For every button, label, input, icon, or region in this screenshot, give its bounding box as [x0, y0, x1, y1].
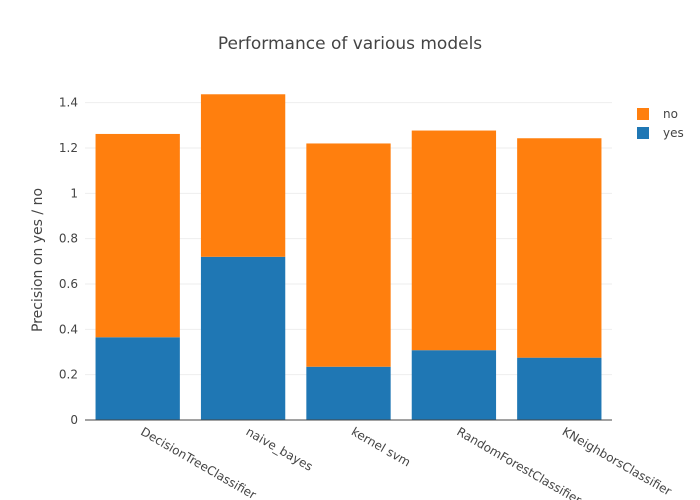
- y-tick-label: 0.4: [59, 322, 78, 336]
- bar-no-3[interactable]: [411, 130, 497, 351]
- legend-swatch-yes[interactable]: [637, 127, 649, 139]
- bar-no-2[interactable]: [306, 143, 391, 367]
- y-tick-label: 0.6: [59, 277, 78, 291]
- bar-no-0[interactable]: [95, 133, 180, 338]
- x-tick-label: KNeighborsClassifier: [560, 424, 674, 498]
- bars: [95, 94, 602, 420]
- y-tick-label: 0.8: [59, 232, 78, 246]
- y-tick-label: 0: [70, 413, 78, 427]
- bar-no-1[interactable]: [200, 94, 286, 257]
- x-tick-label: kernel svm: [349, 424, 413, 469]
- x-tick-label: naive_bayes: [244, 424, 316, 473]
- y-axis-label: Precision on yes / no: [30, 188, 46, 332]
- bar-yes-2[interactable]: [306, 366, 391, 420]
- bar-yes-1[interactable]: [200, 256, 286, 420]
- legend-swatch-no[interactable]: [637, 108, 649, 120]
- bar-yes-3[interactable]: [411, 350, 497, 420]
- bar-yes-0[interactable]: [95, 337, 180, 420]
- legend-label-yes[interactable]: yes: [663, 126, 684, 140]
- x-tick-label: DecisionTreeClassifier: [138, 424, 258, 500]
- legend-label-no[interactable]: no: [663, 107, 678, 121]
- y-tick-label: 1.4: [59, 96, 78, 110]
- y-tick-label: 1: [70, 186, 78, 200]
- y-tick-label: 1.2: [59, 141, 78, 155]
- bar-no-4[interactable]: [517, 138, 602, 358]
- legend[interactable]: no yes: [637, 107, 684, 140]
- bar-yes-4[interactable]: [517, 357, 602, 420]
- chart-title: Performance of various models: [218, 34, 482, 54]
- y-tick-label: 0.2: [59, 368, 78, 382]
